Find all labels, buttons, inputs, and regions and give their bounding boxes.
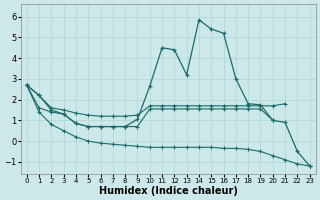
- X-axis label: Humidex (Indice chaleur): Humidex (Indice chaleur): [99, 186, 238, 196]
